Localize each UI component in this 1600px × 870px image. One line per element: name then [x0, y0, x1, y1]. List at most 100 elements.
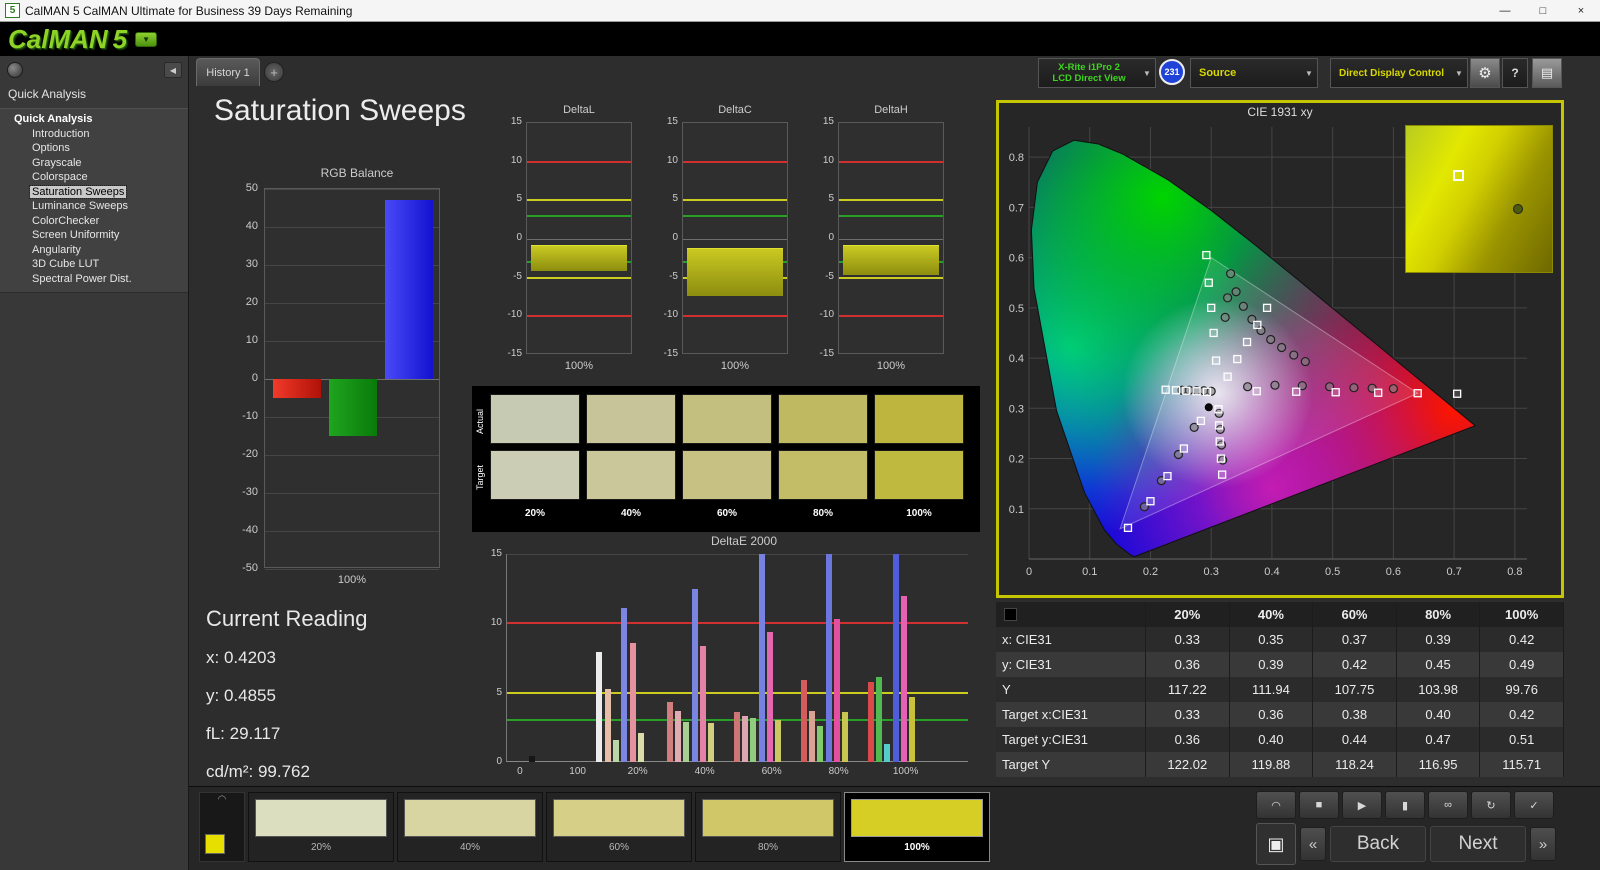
axis-tick-label: -10	[242, 410, 258, 422]
de-bar	[674, 710, 681, 762]
table-cell: 119.88	[1230, 752, 1314, 777]
svg-text:0.6: 0.6	[1386, 566, 1401, 578]
svg-text:0.5: 0.5	[1009, 303, 1024, 315]
logo-dropdown-button[interactable]: ▼	[135, 31, 158, 47]
measured-point	[1289, 350, 1299, 360]
refresh-button[interactable]: ↻	[1471, 791, 1511, 819]
gridline	[265, 303, 439, 304]
deltae-plot-area	[506, 554, 968, 762]
infinity-button[interactable]: ∞	[1428, 791, 1468, 819]
display-control-label: Direct Display Control	[1339, 67, 1445, 79]
measured-point	[1300, 356, 1310, 367]
de-bar	[613, 739, 620, 762]
rgb-plot-area	[264, 188, 440, 570]
infinity-icon: ∞	[1444, 799, 1452, 811]
sample-swatch-100[interactable]: 100%	[844, 792, 990, 862]
workspace-layout-button[interactable]: ▤	[1532, 58, 1562, 88]
help-button[interactable]: ?	[1502, 58, 1528, 88]
chart-title: RGB Balance	[320, 166, 394, 180]
add-tab-button[interactable]: +	[264, 62, 284, 82]
maximize-button[interactable]: □	[1539, 4, 1547, 17]
axis-tick-label: 0	[496, 756, 502, 767]
back-button[interactable]: Back	[1330, 826, 1426, 862]
table-cell: 0.40	[1230, 727, 1314, 752]
sample-swatch-40[interactable]: 40%	[397, 792, 543, 862]
de-bar	[733, 712, 740, 762]
dome-button[interactable]: ◠	[1256, 791, 1296, 819]
sidebar-collapse-button[interactable]: ◀	[164, 62, 182, 78]
sample-swatch-80[interactable]: 80%	[695, 792, 841, 862]
minimize-button[interactable]: —	[1499, 4, 1511, 17]
sample-swatch-60[interactable]: 60%	[546, 792, 692, 862]
square-icon: ▣	[1267, 833, 1285, 854]
de-bar	[825, 554, 832, 762]
sidebar-item-saturation-sweeps[interactable]: Saturation Sweeps	[0, 184, 188, 200]
settings-button[interactable]: ⚙	[1470, 58, 1500, 88]
axis-tick-label: 15	[490, 548, 502, 559]
dome-icon: ◠	[1271, 799, 1281, 812]
row-label: Target Y	[996, 752, 1146, 777]
sidebar-item-luminance-sweeps[interactable]: Luminance Sweeps	[0, 199, 188, 214]
measured-point	[1266, 334, 1276, 345]
svg-text:0.8: 0.8	[1009, 152, 1024, 164]
layout-toggle-button[interactable]: ▣	[1256, 823, 1296, 865]
table-cell: 0.36	[1146, 652, 1230, 677]
chevron-down-icon: ▼	[1143, 68, 1151, 78]
tab-history-1[interactable]: History 1	[196, 58, 260, 86]
sidebar-item-label: Luminance Sweeps	[32, 200, 129, 212]
calman-logo: CalMAN 5	[8, 24, 127, 55]
axis-tick-label: 40%	[694, 766, 715, 777]
dome-icon: ◠	[217, 794, 227, 805]
de-bar	[808, 710, 815, 762]
axis-tick-label: 60%	[761, 766, 782, 777]
sidebar-item-colorchecker[interactable]: ColorChecker	[0, 214, 188, 229]
actual-swatch	[874, 394, 964, 444]
target-point	[1202, 250, 1211, 260]
deltae-y-axis: 15 10 5 0	[478, 534, 505, 774]
table-cell: 0.33	[1146, 627, 1230, 652]
sidebar-item-spectral-power-dist[interactable]: Spectral Power Dist.	[0, 272, 188, 287]
table-row: Target Y 122.02 119.88 118.24 116.95 115.71	[996, 752, 1564, 777]
check-button[interactable]: ✓	[1514, 791, 1554, 819]
display-control-selector-button[interactable]: Direct Display Control ▼	[1330, 58, 1468, 88]
meter-selector-button[interactable]: X-Rite i1Pro 2 LCD Direct View ▼	[1038, 58, 1156, 88]
table-cell: 117.22	[1146, 677, 1230, 702]
sidebar-item-3d-cube-lut[interactable]: 3D Cube LUT	[0, 257, 188, 272]
de-bar	[833, 619, 840, 762]
sample-indicator: ◠	[199, 792, 245, 862]
source-selector-button[interactable]: Source ▼	[1190, 58, 1318, 88]
sidebar-item-introduction[interactable]: Introduction	[0, 127, 188, 142]
sidebar-item-options[interactable]: Options	[0, 141, 188, 156]
sample-swatch-20[interactable]: 20%	[248, 792, 394, 862]
sidebar-item-quick-analysis[interactable]: Quick Analysis	[0, 112, 188, 127]
back-chevron-button[interactable]: «	[1300, 827, 1326, 861]
axis-tick-label: -50	[242, 562, 258, 574]
sidebar-item-screen-uniformity[interactable]: Screen Uniformity	[0, 228, 188, 243]
chevron-double-right-icon: »	[1538, 835, 1548, 853]
axis-tick-label: 20%	[627, 766, 648, 777]
close-button[interactable]: ×	[1577, 4, 1585, 17]
sidebar-item-angularity[interactable]: Angularity	[0, 243, 188, 258]
meter-name: X-Rite i1Pro 2	[1058, 62, 1120, 73]
next-chevron-button[interactable]: »	[1530, 827, 1556, 861]
table-cell: 111.94	[1230, 677, 1314, 702]
target-point	[1453, 389, 1462, 398]
table-header-cell: 60%	[1313, 602, 1397, 627]
sidebar-item-label: 3D Cube LUT	[32, 258, 100, 270]
sidebar-item-grayscale[interactable]: Grayscale	[0, 156, 188, 171]
next-button[interactable]: Next	[1430, 826, 1526, 862]
record-button[interactable]: ▮	[1385, 791, 1425, 819]
svg-text:0.1: 0.1	[1082, 566, 1097, 578]
sidebar-item-colorspace[interactable]: Colorspace	[0, 170, 188, 185]
de-bar	[708, 723, 715, 762]
delta-y-axis: 15 10 5 0 -5 -10 -15	[502, 104, 524, 364]
de-bar	[621, 608, 628, 762]
stop-button[interactable]: ■	[1299, 791, 1339, 819]
target-swatch	[490, 450, 580, 500]
chevron-double-left-icon: «	[1308, 835, 1318, 853]
play-button[interactable]: ▶	[1342, 791, 1382, 819]
target-point	[1374, 388, 1383, 397]
target-point	[1216, 454, 1226, 463]
axis-tick-label: 0	[672, 232, 678, 243]
delta-band	[687, 248, 783, 297]
